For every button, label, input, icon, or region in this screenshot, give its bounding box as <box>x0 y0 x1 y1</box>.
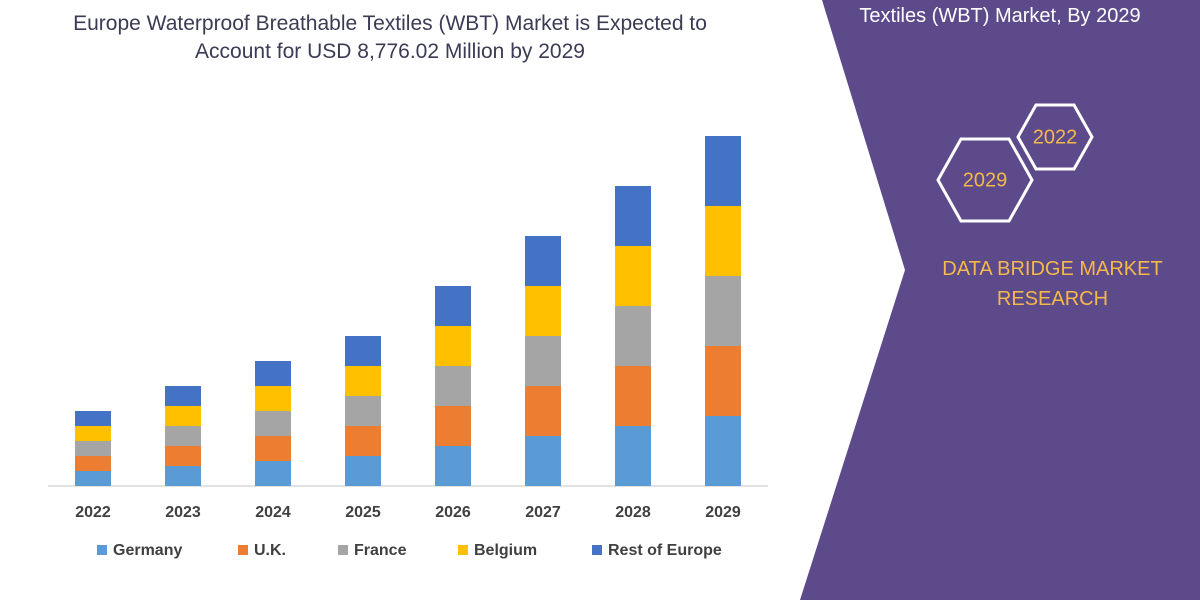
bar-segment <box>435 366 471 406</box>
legend-swatch <box>458 545 468 555</box>
bar-segment <box>345 456 381 486</box>
x-tick-label: 2029 <box>705 504 741 521</box>
side-panel <box>800 0 1200 600</box>
bar-segment <box>435 446 471 486</box>
bar-segment <box>165 446 201 466</box>
bar-segment <box>705 136 741 206</box>
bar-segment <box>525 236 561 286</box>
bar-segment <box>345 366 381 396</box>
bar-segment <box>255 386 291 411</box>
bar-segment <box>615 426 651 486</box>
brand: DATA BRIDGE MARKET RESEARCH <box>942 258 1163 310</box>
bar-segment <box>255 361 291 386</box>
legend-swatch <box>338 545 348 555</box>
legend-label: Belgium <box>474 542 537 559</box>
bar-segment <box>75 426 111 441</box>
bar-segment <box>705 416 741 486</box>
bar-segment <box>75 441 111 456</box>
bar-segment <box>75 411 111 426</box>
bar-segment <box>165 466 201 486</box>
legend-swatch <box>238 545 248 555</box>
bar-segment <box>75 471 111 486</box>
hexagon <box>1016 103 1094 171</box>
legend-label: U.K. <box>254 542 286 559</box>
legend-swatch <box>97 545 107 555</box>
x-tick-label: 2025 <box>345 504 381 521</box>
legend-label: Germany <box>113 542 182 559</box>
bar-segment <box>255 411 291 436</box>
bar-segment <box>345 396 381 426</box>
bar-segment <box>705 276 741 346</box>
legend-label: Rest of Europe <box>608 542 722 559</box>
hexagon-label: 2022 <box>1033 126 1078 148</box>
hexagon-label: 2029 <box>963 169 1008 191</box>
bar-segment <box>255 436 291 461</box>
bar-segment <box>165 426 201 446</box>
bar-segment <box>525 336 561 386</box>
bar-segment <box>615 306 651 366</box>
legend-swatch <box>592 545 602 555</box>
legend-label: France <box>354 542 407 559</box>
bar-segment <box>345 336 381 366</box>
bar-segment <box>435 326 471 366</box>
bar-segment <box>615 246 651 306</box>
bar-segment <box>525 286 561 336</box>
bar-segment <box>165 406 201 426</box>
bar-segment <box>435 406 471 446</box>
bar-segment <box>615 186 651 246</box>
x-tick-label: 2024 <box>255 504 291 521</box>
x-tick-label: 2026 <box>435 504 471 521</box>
bar-segment <box>435 286 471 326</box>
x-tick-label: 2022 <box>75 504 111 521</box>
bar-segment <box>75 456 111 471</box>
chart-title: Europe Waterproof Breathable Textiles (W… <box>73 12 707 63</box>
bar-segment <box>705 206 741 276</box>
bar-segment <box>525 386 561 436</box>
bar-segment <box>705 346 741 416</box>
bar-segment <box>165 386 201 406</box>
x-tick-label: 2023 <box>165 504 201 521</box>
x-tick-label: 2028 <box>615 504 651 521</box>
panel-heading: Textiles (WBT) Market, By 2029 <box>859 5 1141 27</box>
bar-segment <box>615 366 651 426</box>
hexagon <box>936 137 1034 223</box>
x-tick-label: 2027 <box>525 504 561 521</box>
bar-segment <box>525 436 561 486</box>
bar-segment <box>345 426 381 456</box>
bar-segment <box>255 461 291 486</box>
